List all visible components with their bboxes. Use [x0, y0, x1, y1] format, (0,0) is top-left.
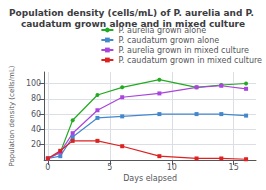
svg-text:P. aurelia grown in mixed cult: P. aurelia grown in mixed culture: [118, 46, 249, 55]
svg-text:Population density (cells/mL): Population density (cells/mL): [8, 65, 16, 166]
svg-text:10: 10: [167, 163, 177, 172]
svg-text:5: 5: [107, 163, 112, 172]
svg-text:P. caudatum grown in mixed cul: P. caudatum grown in mixed culture: [118, 56, 262, 65]
svg-text:Days elapsed: Days elapsed: [123, 174, 177, 183]
svg-text:40: 40: [31, 125, 41, 134]
svg-text:0: 0: [45, 163, 50, 172]
svg-text:P. aurelia grown alone: P. aurelia grown alone: [118, 25, 207, 35]
svg-text:P. caudatum grown alone: P. caudatum grown alone: [118, 36, 219, 45]
svg-text:60: 60: [31, 110, 41, 119]
svg-text:15: 15: [229, 163, 239, 172]
svg-text:100: 100: [26, 79, 41, 88]
svg-text:Population density (cells/mL): Population density (cells/mL) of P. aure…: [9, 8, 257, 18]
svg-text:20: 20: [31, 140, 41, 149]
svg-text:80: 80: [31, 94, 41, 103]
svg-text:caudatum grown alone and in mi: caudatum grown alone and in mixed cultur…: [21, 19, 245, 29]
